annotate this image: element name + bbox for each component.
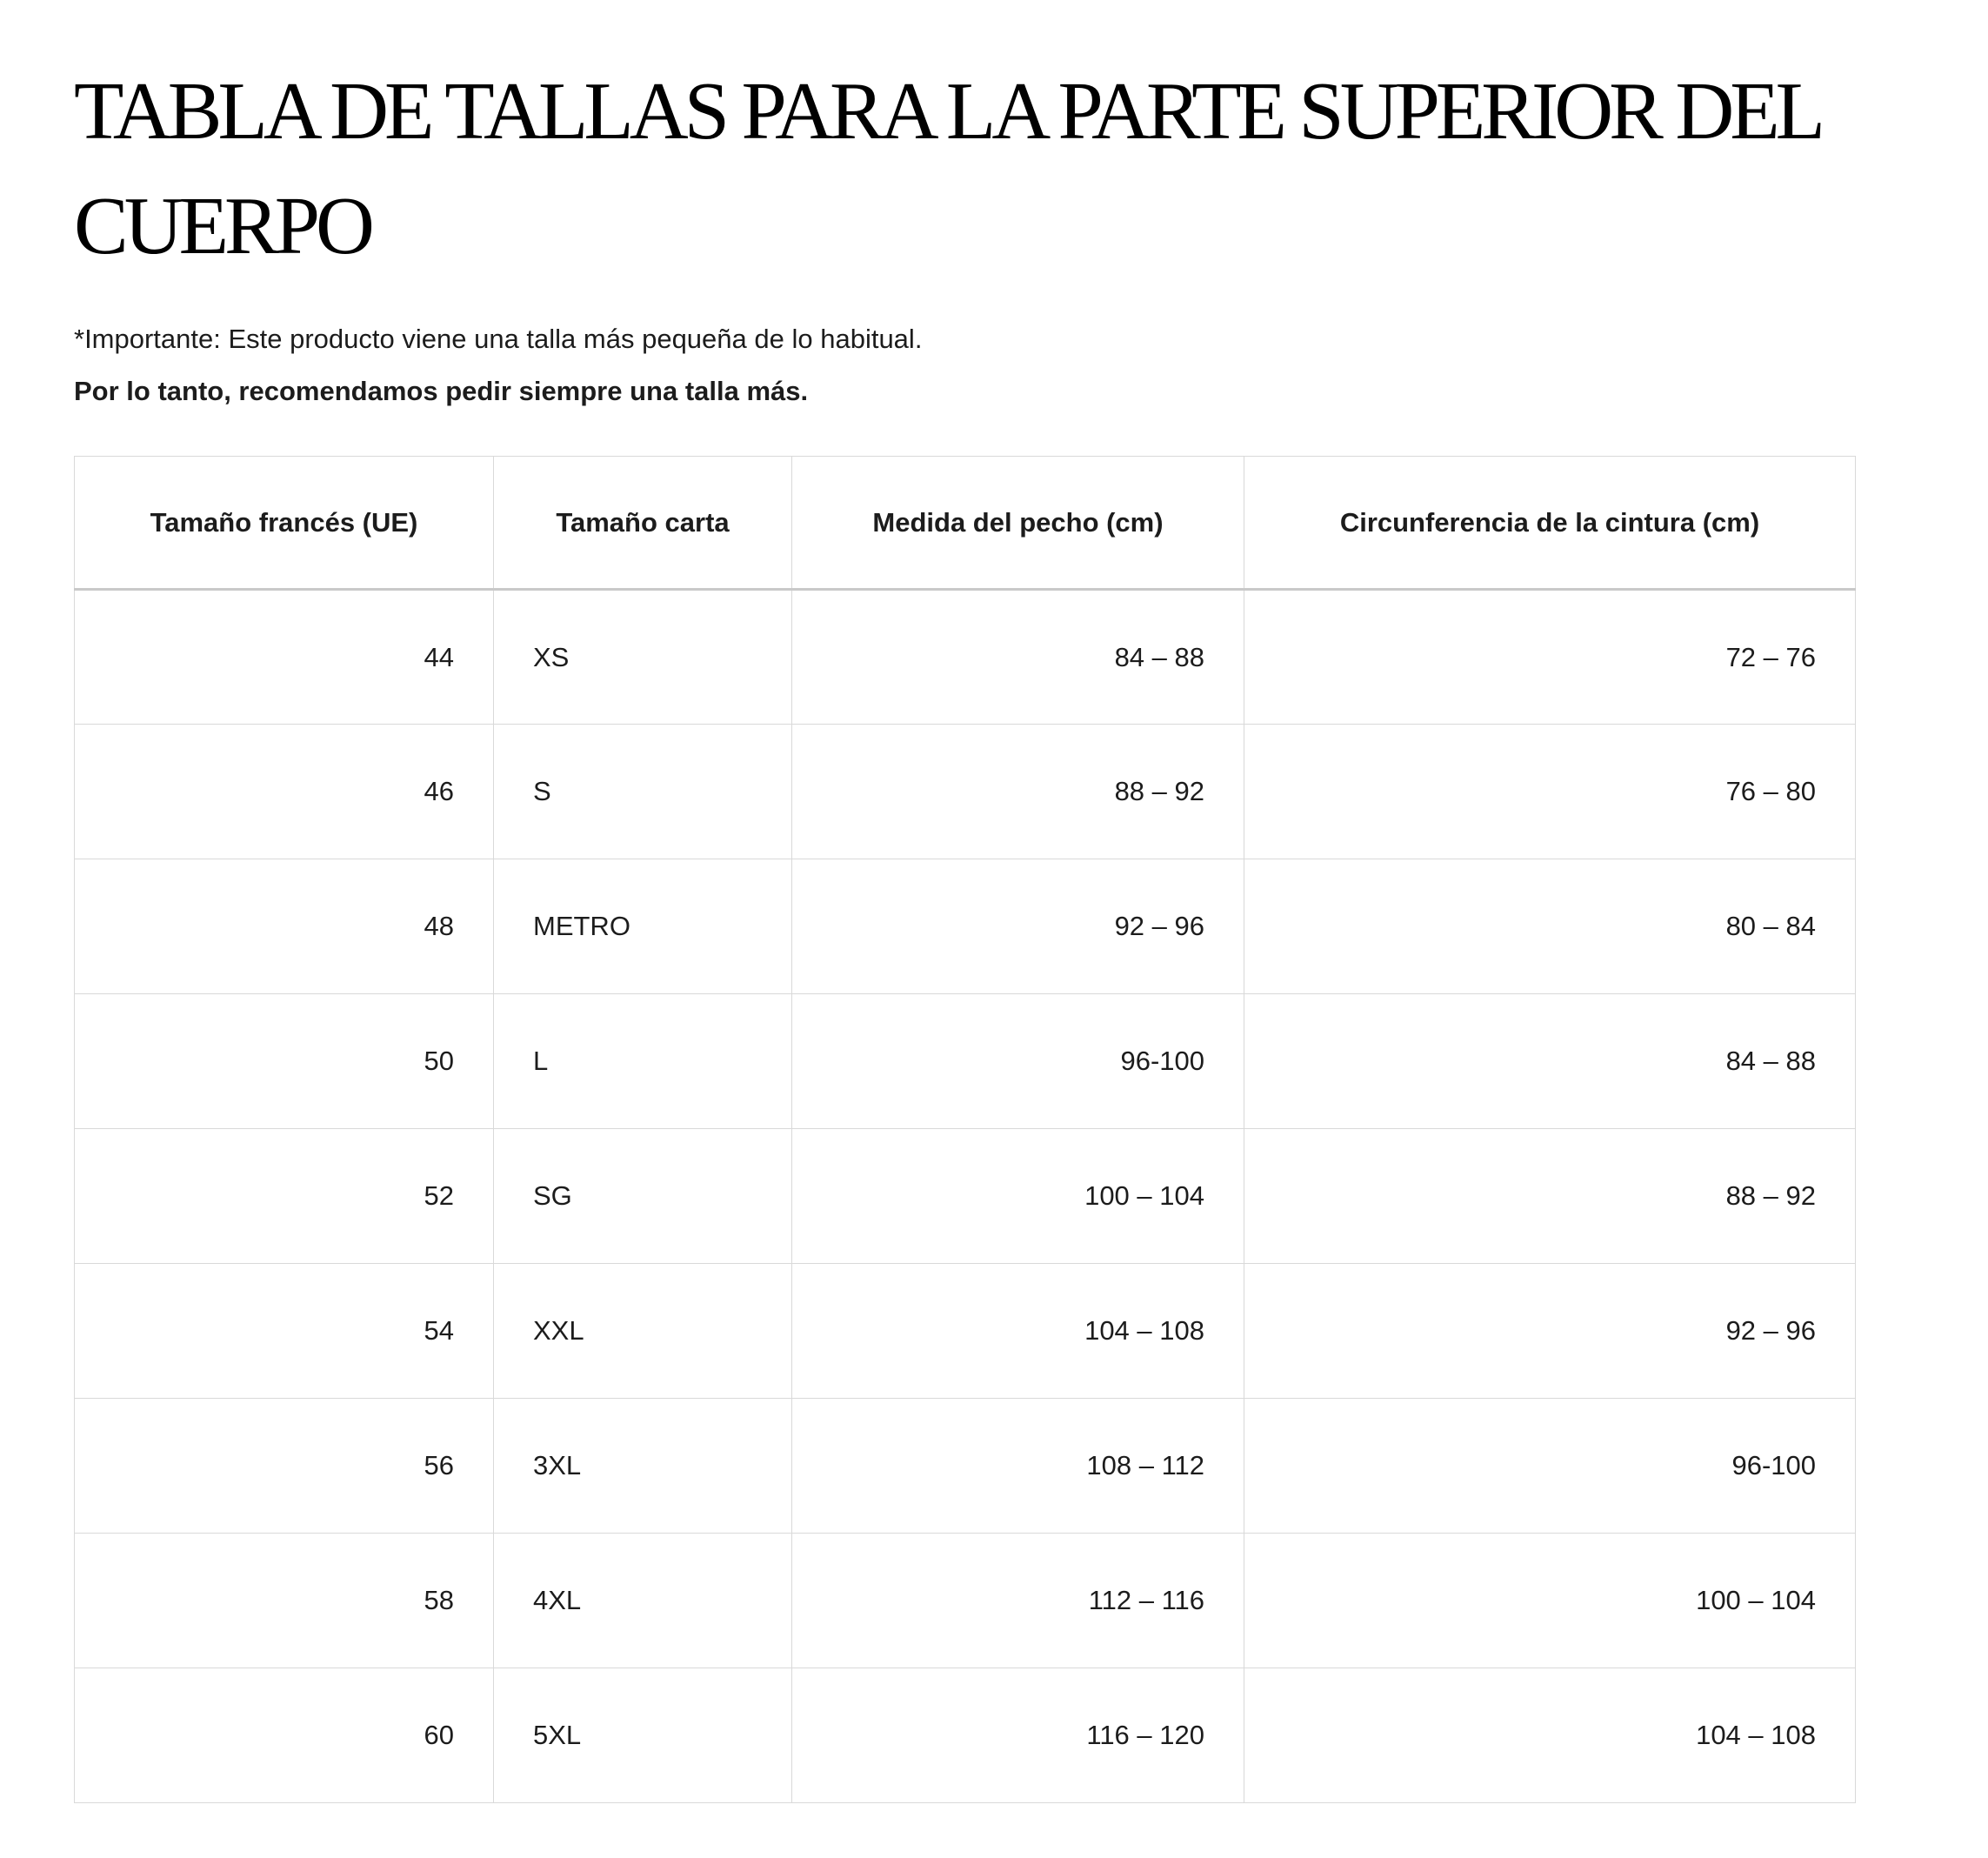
table-body: 44 XS 84 – 88 72 – 76 46 S 88 – 92 76 – 80 48 MET… <box>74 589 1856 1803</box>
table-cell: 100 – 104 <box>1244 1533 1856 1668</box>
size-note-recommendation: Por lo tanto, recomendamos pedir siempre… <box>74 376 809 406</box>
table-row: 60 5XL 116 – 120 104 – 108 <box>74 1668 1856 1803</box>
table-cell: L <box>493 993 792 1129</box>
page-title: TABLA DE TALLAS PARA LA PARTE SUPERIOR D… <box>74 66 1823 271</box>
table-row: 48 METRO 92 – 96 80 – 84 <box>74 859 1856 994</box>
table-cell: 44 <box>74 589 494 725</box>
table-cell: 58 <box>74 1533 494 1668</box>
column-header: Medida del pecho (cm) <box>791 456 1244 591</box>
table-cell: 54 <box>74 1263 494 1399</box>
table-cell: SG <box>493 1128 792 1264</box>
table-cell: 100 – 104 <box>791 1128 1244 1264</box>
size-chart-table: Tamaño francés (UE) Tamaño carta Medida de… <box>74 456 1856 1803</box>
table-cell: 76 – 80 <box>1244 724 1856 859</box>
table-cell: 96-100 <box>1244 1398 1856 1534</box>
table-header: Tamaño francés (UE) Tamaño carta Medida de… <box>74 456 1856 591</box>
table-cell: XS <box>493 589 792 725</box>
table-cell: 116 – 120 <box>791 1668 1244 1803</box>
table-row: 46 S 88 – 92 76 – 80 <box>74 724 1856 859</box>
table-cell: XXL <box>493 1263 792 1399</box>
table-cell: METRO <box>493 859 792 994</box>
table-cell: 50 <box>74 993 494 1129</box>
table-cell: 60 <box>74 1668 494 1803</box>
table-cell: 46 <box>74 724 494 859</box>
column-header: Circunferencia de la cintura (cm) <box>1244 456 1856 591</box>
table-cell: 92 – 96 <box>1244 1263 1856 1399</box>
table-cell: 5XL <box>493 1668 792 1803</box>
table-cell: 56 <box>74 1398 494 1534</box>
table-cell: 108 – 112 <box>791 1398 1244 1534</box>
table-cell: 48 <box>74 859 494 994</box>
table-cell: 88 – 92 <box>791 724 1244 859</box>
table-row: 58 4XL 112 – 116 100 – 104 <box>74 1533 1856 1668</box>
table-row: 50 L 96-100 84 – 88 <box>74 993 1856 1129</box>
table-cell: S <box>493 724 792 859</box>
table-cell: 104 – 108 <box>791 1263 1244 1399</box>
table-row: 44 XS 84 – 88 72 – 76 <box>74 589 1856 725</box>
table-cell: 104 – 108 <box>1244 1668 1856 1803</box>
table-cell: 92 – 96 <box>791 859 1244 994</box>
table-row: 54 XXL 104 – 108 92 – 96 <box>74 1263 1856 1399</box>
header-row: Tamaño francés (UE) Tamaño carta Medida de… <box>74 456 1856 591</box>
table-cell: 112 – 116 <box>791 1533 1244 1668</box>
table-cell: 4XL <box>493 1533 792 1668</box>
table-cell: 84 – 88 <box>1244 993 1856 1129</box>
size-note-important: *Importante: Este producto viene una tal… <box>74 324 923 354</box>
table-cell: 3XL <box>493 1398 792 1534</box>
size-note: *Importante: Este producto viene una tal… <box>74 318 1868 412</box>
table-cell: 72 – 76 <box>1244 589 1856 725</box>
column-header: Tamaño francés (UE) <box>74 456 494 591</box>
size-guide-page: TABLA DE TALLAS PARA LA PARTE SUPERIOR D… <box>74 66 1868 1803</box>
table-row: 56 3XL 108 – 112 96-100 <box>74 1398 1856 1534</box>
table-cell: 84 – 88 <box>791 589 1244 725</box>
table-cell: 88 – 92 <box>1244 1128 1856 1264</box>
table-cell: 52 <box>74 1128 494 1264</box>
column-header: Tamaño carta <box>493 456 792 591</box>
table-cell: 80 – 84 <box>1244 859 1856 994</box>
table-cell: 96-100 <box>791 993 1244 1129</box>
table-row: 52 SG 100 – 104 88 – 92 <box>74 1128 1856 1264</box>
